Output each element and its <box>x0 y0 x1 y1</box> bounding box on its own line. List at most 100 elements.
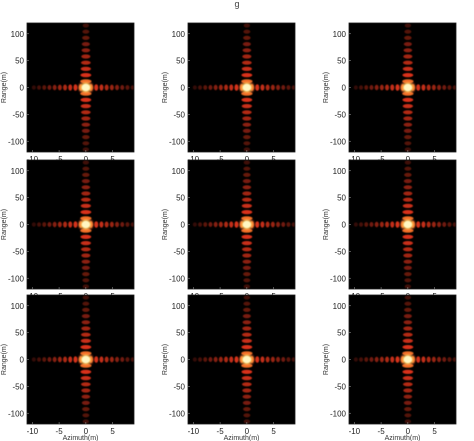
range-sidelobe <box>243 160 251 165</box>
range-sidelobe <box>242 388 252 393</box>
range-sidelobe <box>82 141 90 146</box>
azimuth-sidelobe <box>37 85 42 90</box>
main-lobe-core <box>242 221 251 228</box>
range-sidelobe <box>403 400 412 405</box>
range-sidelobe <box>404 160 412 165</box>
y-tick-label: -50 <box>12 382 24 391</box>
main-lobe-core <box>242 84 251 91</box>
y-tick-label: -100 <box>8 274 25 283</box>
azimuth-sidelobe <box>229 221 234 228</box>
range-sidelobe <box>404 301 412 306</box>
range-sidelobe <box>403 179 412 184</box>
x-tick-label: 0 <box>245 155 250 164</box>
range-sidelobe <box>241 234 253 239</box>
azimuth-sidelobe <box>57 356 62 363</box>
range-sidelobe <box>242 253 252 258</box>
range-sidelobe <box>243 419 251 424</box>
azimuth-sidelobe <box>458 85 462 89</box>
azimuth-sidelobe <box>109 84 114 91</box>
x-axis-label: Azimuth(m) <box>385 435 421 441</box>
range-sidelobe <box>242 191 252 196</box>
azimuth-sidelobe <box>203 357 208 362</box>
range-sidelobe <box>241 247 252 252</box>
azimuth-sidelobe <box>390 221 395 228</box>
range-sidelobe <box>404 272 412 277</box>
range-sidelobe <box>403 128 412 133</box>
azimuth-sidelobe <box>291 85 295 90</box>
range-sidelobe <box>403 48 413 53</box>
range-sidelobe <box>82 166 90 171</box>
azimuth-sidelobe <box>286 222 291 227</box>
x-tick-label: 5 <box>110 427 115 436</box>
range-sidelobe <box>242 54 252 59</box>
range-sidelobe <box>402 66 414 71</box>
azimuth-sidelobe <box>192 222 197 227</box>
range-sidelobe <box>81 179 90 184</box>
range-sidelobe <box>243 307 251 312</box>
range-sidelobe <box>243 23 251 28</box>
range-sidelobe <box>403 116 413 121</box>
azimuth-sidelobe <box>359 85 364 90</box>
azimuth-sidelobe <box>104 84 109 91</box>
range-sidelobe <box>402 338 414 343</box>
y-axis-label: Range(m) <box>323 344 330 375</box>
azimuth-sidelobe <box>437 221 442 228</box>
range-sidelobe <box>402 234 414 239</box>
azimuth-sidelobe <box>198 357 203 362</box>
y-axis-label: Range(m) <box>323 72 330 103</box>
azimuth-sidelobe <box>99 84 104 91</box>
range-sidelobe <box>242 265 251 270</box>
azimuth-sidelobe <box>270 356 275 363</box>
range-sidelobe <box>403 185 413 190</box>
azimuth-sidelobe <box>125 85 130 90</box>
range-sidelobe <box>81 54 91 59</box>
main-lobe-core <box>81 221 90 228</box>
azimuth-sidelobe <box>379 84 384 91</box>
azimuth-sidelobe <box>125 222 130 227</box>
y-tick-label: 100 <box>11 30 25 39</box>
range-sidelobe <box>82 35 90 41</box>
range-sidelobe <box>404 135 412 140</box>
azimuth-sidelobe <box>421 221 426 228</box>
azimuth-sidelobe <box>47 84 52 91</box>
y-tick-label: 100 <box>11 302 25 311</box>
azimuth-sidelobe <box>224 84 229 91</box>
range-sidelobe <box>243 147 251 152</box>
azimuth-sidelobe <box>369 221 374 228</box>
azimuth-sidelobe <box>42 85 47 90</box>
range-sidelobe <box>402 345 414 350</box>
y-axis-label: Range(m) <box>1 72 8 103</box>
range-sidelobe <box>243 29 251 34</box>
range-sidelobe <box>243 35 251 41</box>
x-tick-label: 5 <box>432 155 437 164</box>
azimuth-sidelobe <box>130 85 134 90</box>
azimuth-sidelobe <box>109 356 114 363</box>
range-sidelobe <box>404 284 412 289</box>
azimuth-sidelobe <box>395 356 400 363</box>
range-sidelobe <box>241 369 253 374</box>
main-lobe-core <box>403 84 412 91</box>
azimuth-sidelobe <box>276 84 281 91</box>
range-sidelobe <box>241 97 253 102</box>
range-sidelobe <box>242 128 251 133</box>
azimuth-sidelobe <box>265 356 270 363</box>
azimuth-sidelobe <box>68 221 73 228</box>
range-sidelobe <box>243 301 251 306</box>
range-sidelobe <box>242 185 252 190</box>
x-tick-label: 5 <box>271 155 276 164</box>
range-sidelobe <box>404 141 412 146</box>
range-sidelobe <box>242 326 252 331</box>
range-sidelobe <box>402 73 414 78</box>
range-sidelobe <box>241 110 252 115</box>
azimuth-sidelobe <box>374 84 379 91</box>
range-sidelobe <box>404 407 412 412</box>
range-sidelobe <box>243 413 251 418</box>
point-spread-function <box>31 23 134 152</box>
point-spread-function <box>31 160 134 289</box>
range-sidelobe <box>80 197 91 202</box>
range-sidelobe <box>82 147 90 152</box>
azimuth-sidelobe <box>42 357 47 362</box>
y-tick-label: 100 <box>333 167 347 176</box>
